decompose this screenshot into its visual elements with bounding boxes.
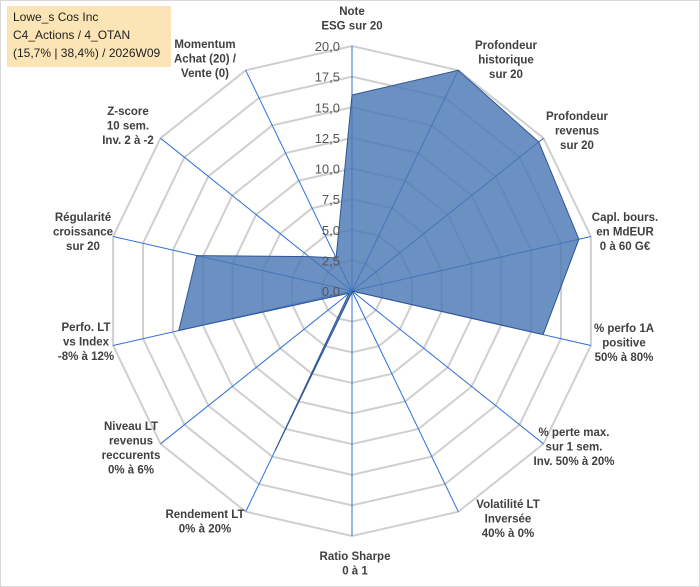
radar-tick-label: 7,5: [322, 192, 340, 207]
radar-category-labels: Note ESG sur 20 Profondeur historique sur 20…: [53, 6, 658, 578]
radar-category-label: Momentum Achat (20) / Vente (0): [174, 39, 237, 80]
radar-category-label: Z-score 10 sem. Inv. 2 à -2: [102, 106, 154, 147]
radar-category-label: Régularité croissance sur 20: [53, 212, 113, 253]
radar-series: [178, 69, 580, 452]
radar-category-label: Niveau LT revenus reccurents 0% à 6%: [102, 421, 161, 477]
radar-category-label: Perfo. LT vs Index -8% à 12%: [58, 322, 114, 363]
radar-series-area: [178, 69, 580, 452]
radar-tick-label: 2,5: [322, 253, 340, 268]
title-stats: (15,7% | 38,4%) / 2026W09: [13, 46, 161, 60]
radar-spoke: [351, 290, 544, 445]
radar-category-label: Ratio Sharpe 0 à 1: [320, 551, 391, 578]
chart-title-box: Lowe_s Cos Inc C4_Actions / 4_OTAN (15,7…: [7, 6, 171, 67]
radar-tick-label: 17,5: [315, 70, 340, 85]
radar-tick-label: 5,0: [322, 223, 340, 238]
radar-tick-label: 20,0: [315, 39, 340, 54]
radar-category-label: Profondeur historique sur 20: [475, 40, 537, 81]
radar-category-label: Capl. bours. en MdEUR 0 à 60 G€: [592, 212, 658, 253]
radar-spoke: [160, 290, 353, 445]
radar-tick-label: 12,5: [315, 131, 340, 146]
radar-tick-labels: 0,0 2,5 5,0 7,5 10,0 12,5 15,0 17,5 20,0: [315, 39, 340, 299]
radar-spoke: [245, 70, 353, 292]
radar-tick-label: 15,0: [315, 100, 340, 115]
radar-category-label: % perte max. sur 1 sem. Inv. 50% à 20%: [534, 427, 615, 468]
radar-tick-label: 0,0: [322, 284, 340, 299]
radar-tick-label: 10,0: [315, 162, 340, 177]
radar-category-label: Volatilité LT Inversée 40% à 0%: [476, 499, 539, 540]
radar-category-label: Profondeur revenus sur 20: [546, 111, 608, 152]
radar-category-label: Note ESG sur 20: [321, 6, 382, 33]
radar-category-label: Rendement LT 0% à 20%: [165, 509, 244, 536]
title-stock-name: Lowe_s Cos Inc: [13, 10, 99, 24]
radar-spoke: [351, 290, 459, 512]
radar-category-label: % perfo 1A positive 50% à 80%: [594, 323, 654, 364]
title-category: C4_Actions / 4_OTAN: [13, 28, 131, 42]
